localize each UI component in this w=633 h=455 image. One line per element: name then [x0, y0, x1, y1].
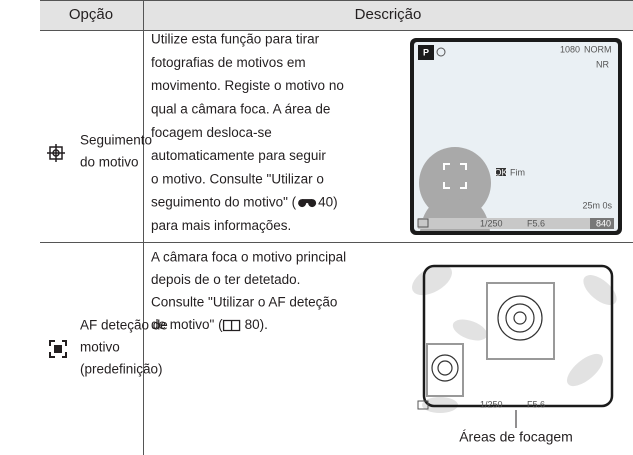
caption: Áreas de focagem [459, 429, 573, 445]
reference-icon [222, 319, 241, 332]
screen-text: 25m 0s [582, 200, 612, 210]
screen-text: 1080 [560, 44, 580, 54]
header-cell: Opção [69, 6, 113, 23]
description-line: de motivo" ( [151, 317, 223, 332]
option-label: AF deteção de [80, 318, 168, 333]
description-line: 80). [245, 317, 268, 332]
screen-text: OK [494, 167, 507, 177]
screen-text: Fim [510, 167, 525, 177]
option-label: motivo [80, 340, 120, 355]
description-line: A câmara foca o motivo principal [151, 250, 346, 265]
screen-text: F5.6 [527, 218, 545, 228]
description-line: o motivo. Consulte "Utilizar o [151, 171, 324, 186]
camera-screen [410, 38, 622, 235]
tracking-icon [47, 144, 65, 162]
option-label: do motivo [80, 155, 139, 170]
header-row [40, 0, 633, 30]
screen-text: 1/250 [480, 399, 503, 409]
screen-text: P [423, 47, 429, 57]
header-cell: Descrição [355, 6, 422, 23]
reference-icon [298, 199, 317, 208]
option-label: Seguimento [80, 133, 152, 148]
description-line: depois de o ter detetado. [151, 272, 300, 287]
screen-text: F5.6 [527, 399, 545, 409]
description-line: movimento. Registe o motivo no [151, 78, 344, 93]
screen-text: NORM [584, 44, 612, 54]
screen-text: 840 [596, 218, 611, 228]
screen-text: 1/250 [480, 218, 503, 228]
table-lines [40, 0, 633, 455]
description-line: para mais informações. [151, 218, 291, 233]
description-line: Utilize esta função para tirar [151, 32, 320, 47]
description-line: focagem desloca-se [151, 125, 272, 140]
option-label: (predefinição) [80, 362, 163, 377]
target-icon [49, 340, 67, 358]
description-line: qual a câmara foca. A área de [151, 101, 330, 116]
description-line: 40) [318, 195, 338, 210]
screen-text: NR [596, 59, 609, 69]
description-line: Consulte "Utilizar o AF deteção [151, 295, 337, 310]
description-line: fotografias de motivos em [151, 55, 306, 70]
description-line: automaticamente para seguir [151, 148, 326, 163]
description-line: seguimento do motivo" ( [151, 195, 297, 210]
camera-screen [410, 252, 622, 428]
